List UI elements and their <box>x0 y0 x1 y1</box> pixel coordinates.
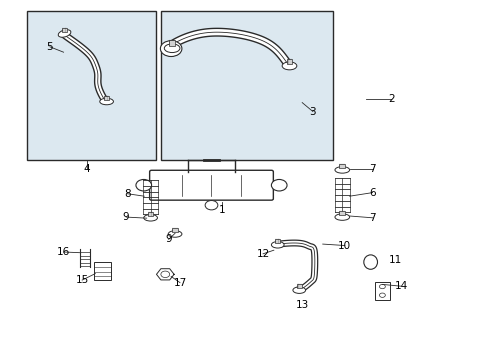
Bar <box>169 40 175 46</box>
Bar <box>296 284 301 288</box>
Text: 15: 15 <box>75 275 89 285</box>
Bar <box>172 228 178 232</box>
Text: 8: 8 <box>123 189 130 199</box>
Bar <box>339 164 345 168</box>
Text: 17: 17 <box>173 278 186 288</box>
Circle shape <box>379 293 385 297</box>
Text: 1: 1 <box>219 204 225 215</box>
Ellipse shape <box>282 62 296 70</box>
Bar <box>161 11 332 160</box>
Text: 13: 13 <box>295 300 308 310</box>
Ellipse shape <box>58 30 71 37</box>
Polygon shape <box>156 269 174 280</box>
Ellipse shape <box>143 215 157 221</box>
Text: 7: 7 <box>368 213 375 223</box>
Ellipse shape <box>292 287 305 293</box>
Text: 11: 11 <box>387 255 401 265</box>
Bar <box>339 211 345 215</box>
Bar <box>147 212 153 216</box>
Ellipse shape <box>164 44 180 53</box>
Text: 16: 16 <box>57 247 70 257</box>
Text: 5: 5 <box>46 42 53 52</box>
Ellipse shape <box>334 214 349 220</box>
Text: 7: 7 <box>368 164 375 174</box>
Text: 4: 4 <box>83 164 90 174</box>
Circle shape <box>205 201 218 210</box>
Circle shape <box>160 41 182 57</box>
Text: 12: 12 <box>256 249 269 259</box>
Circle shape <box>161 271 169 278</box>
Circle shape <box>271 180 286 191</box>
Bar <box>27 11 156 160</box>
Text: 14: 14 <box>393 281 407 291</box>
Bar <box>286 59 292 63</box>
Text: 6: 6 <box>368 188 375 198</box>
Bar <box>275 239 280 243</box>
Bar <box>94 262 111 280</box>
Ellipse shape <box>271 242 284 248</box>
Circle shape <box>379 284 385 289</box>
Text: 3: 3 <box>309 107 316 117</box>
Bar <box>61 28 67 32</box>
Text: 10: 10 <box>338 240 350 251</box>
Text: 9: 9 <box>122 212 129 222</box>
Circle shape <box>136 180 151 191</box>
Ellipse shape <box>168 231 182 237</box>
Bar <box>374 282 389 300</box>
Text: 2: 2 <box>387 94 394 104</box>
FancyBboxPatch shape <box>149 170 273 200</box>
Ellipse shape <box>100 98 113 105</box>
Ellipse shape <box>363 255 377 269</box>
Ellipse shape <box>334 167 349 173</box>
Text: 9: 9 <box>165 234 172 244</box>
Bar <box>103 96 109 100</box>
